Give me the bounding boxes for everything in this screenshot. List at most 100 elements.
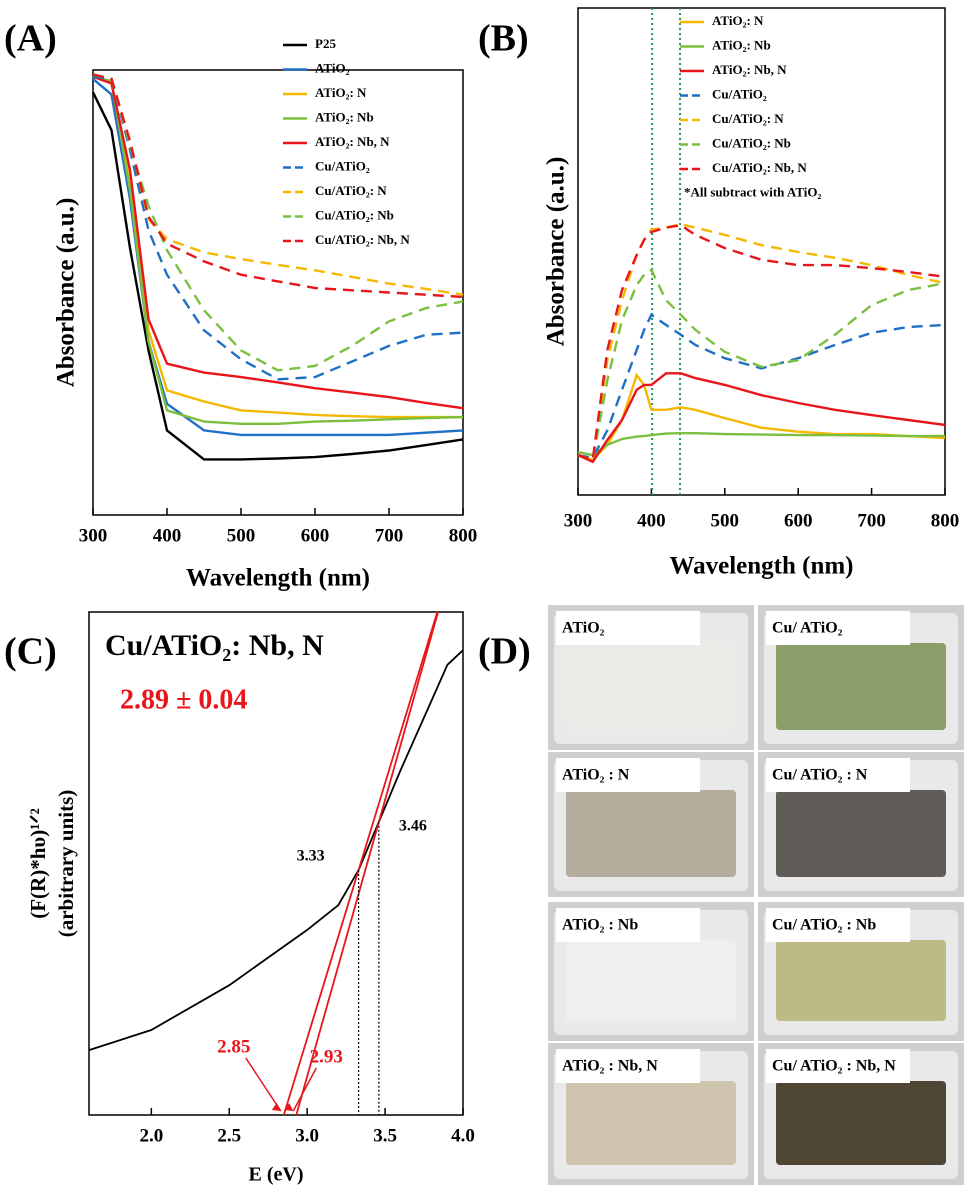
plot-frame: [92, 69, 464, 516]
panel-label: (A): [4, 18, 57, 60]
x-tick-label: 600: [301, 525, 330, 546]
series-line: [577, 313, 946, 460]
legend-label: Cu/ATiO₂: Nb: [712, 135, 791, 150]
powder: [776, 790, 946, 877]
powder: [566, 790, 736, 877]
sample-photo: ATiO₂ : N: [548, 752, 754, 897]
plot-frame: [577, 7, 946, 496]
sample-photo: ATiO₂: [548, 605, 754, 750]
point-label: 3.46: [399, 817, 427, 834]
label-card: [556, 611, 700, 645]
powder: [776, 1081, 946, 1165]
legend-note: *All subtract with ATiO₂: [684, 184, 822, 199]
legend-label: ATiO₂: [315, 60, 350, 75]
label-card: [766, 758, 910, 792]
series-line: [577, 223, 946, 462]
series-line: [92, 73, 464, 372]
legend-label: Cu/ATiO₂: [315, 158, 370, 173]
x-axis-label: E (eV): [249, 1164, 304, 1186]
legend-label: P25: [315, 36, 336, 51]
panel-label: (D): [478, 631, 531, 673]
arrow-head: [271, 1103, 281, 1111]
x-axis-label: Wavelength (nm): [186, 565, 370, 592]
sample-label: ATiO₂ : N: [562, 767, 630, 784]
powder: [566, 643, 736, 730]
series-line: [577, 268, 946, 462]
legend-label: ATiO₂: Nb, N: [712, 62, 787, 77]
series-line: [577, 432, 945, 457]
panel-title: Cu/ATiO₂: Nb, N: [105, 629, 324, 662]
sample-label: Cu/ ATiO₂ : Nb, N: [772, 1058, 896, 1075]
x-tick-label: 2.5: [217, 1125, 241, 1146]
sample-label: Cu/ ATiO₂ : N: [772, 767, 868, 784]
series-line: [92, 73, 464, 296]
x-axis-label: Wavelength (nm): [669, 553, 853, 580]
series-line: [92, 73, 464, 299]
sample-photo: Cu/ ATiO₂: [758, 605, 964, 750]
legend-label: Cu/ATiO₂: [712, 86, 767, 101]
x-tick-label: 800: [449, 525, 478, 546]
y-axis-label: (arbitrary units): [54, 790, 78, 938]
series-line: [577, 222, 946, 462]
legend-label: Cu/ATiO₂: N: [315, 183, 387, 198]
y-axis-label: (F(R)*hυ)¹ᐟ²: [26, 808, 50, 919]
label-card: [556, 758, 700, 792]
x-tick-label: 500: [711, 510, 740, 531]
powder: [566, 1081, 736, 1165]
intercept-label: 2.85: [217, 1036, 250, 1057]
series-line: [92, 75, 464, 410]
legend-label: ATiO₂: Nb, N: [315, 134, 390, 149]
series-line: [92, 75, 464, 425]
label-card: [556, 1049, 700, 1083]
result-label: 2.89 ± 0.04: [120, 684, 247, 715]
panel-label: (B): [478, 18, 529, 60]
label-card: [766, 611, 910, 645]
point-label: 3.33: [297, 848, 325, 865]
intercept-label: 2.93: [310, 1046, 343, 1067]
legend-label: Cu/ATiO₂: Nb, N: [712, 160, 807, 175]
x-tick-label: 3.0: [295, 1125, 319, 1146]
legend-label: Cu/ATiO₂: Nb, N: [315, 232, 410, 247]
x-tick-label: 4.0: [451, 1125, 475, 1146]
sample-photo: Cu/ ATiO₂ : N: [758, 752, 964, 897]
sample-photo: ATiO₂ : Nb: [548, 902, 754, 1041]
label-card: [766, 1049, 910, 1083]
legend-label: ATiO₂: Nb: [712, 37, 771, 52]
legend-label: Cu/ATiO₂: N: [712, 111, 784, 126]
powder: [566, 940, 736, 1021]
x-tick-label: 400: [153, 525, 182, 546]
arrow-head: [284, 1103, 294, 1111]
legend-label: ATiO₂: Nb: [315, 109, 374, 124]
x-tick-label: 2.0: [139, 1125, 163, 1146]
x-tick-label: 300: [79, 525, 108, 546]
sample-label: ATiO₂ : Nb, N: [562, 1058, 658, 1075]
sample-photo: ATiO₂ : Nb, N: [548, 1043, 754, 1185]
x-tick-label: 600: [784, 510, 813, 531]
x-tick-label: 500: [227, 525, 256, 546]
series-line: [92, 75, 464, 381]
x-tick-label: 400: [637, 510, 666, 531]
sample-label: ATiO₂: [562, 620, 605, 637]
x-tick-label: 700: [375, 525, 404, 546]
sample-label: Cu/ ATiO₂: [772, 620, 843, 637]
sample-label: ATiO₂ : Nb: [562, 917, 638, 934]
label-card: [556, 908, 700, 942]
sample-photo: Cu/ ATiO₂ : Nb: [758, 902, 964, 1041]
legend-label: ATiO₂: N: [315, 85, 367, 100]
y-axis-label: Absorbance (a.u.): [543, 157, 570, 347]
sample-label: Cu/ ATiO₂ : Nb: [772, 917, 876, 934]
x-tick-label: 700: [857, 510, 886, 531]
legend-label: ATiO₂: N: [712, 13, 764, 28]
panel-label: (C): [4, 631, 57, 673]
x-tick-label: 300: [564, 510, 593, 531]
x-tick-label: 3.5: [373, 1125, 397, 1146]
series-line: [91, 91, 464, 461]
legend-label: Cu/ATiO₂: Nb: [315, 207, 394, 222]
series-line: [577, 372, 946, 464]
powder: [776, 643, 946, 730]
x-tick-label: 800: [931, 510, 960, 531]
label-card: [766, 908, 910, 942]
powder: [776, 940, 946, 1021]
intercept-arrow: [245, 1057, 282, 1112]
